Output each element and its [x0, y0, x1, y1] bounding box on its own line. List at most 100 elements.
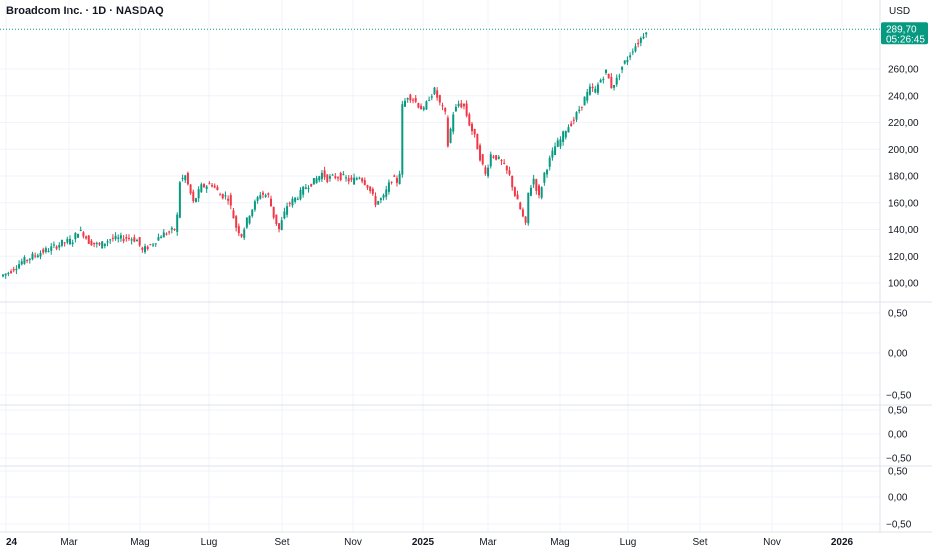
y-tick-label: 120,00 — [888, 252, 919, 263]
candle-body — [74, 233, 77, 240]
candle-body — [176, 214, 179, 232]
pane-tick-label: 0,00 — [888, 349, 908, 360]
candle-body — [192, 191, 195, 202]
candle-body — [626, 59, 629, 63]
candle-body — [278, 223, 281, 230]
candle-body — [540, 187, 543, 198]
candle-body — [170, 227, 173, 230]
candle-body — [28, 258, 31, 260]
candle-body — [377, 201, 380, 205]
candle-body — [288, 202, 291, 204]
pane-tick-label: 0,00 — [888, 430, 908, 441]
candle-body — [401, 104, 404, 175]
candle-body — [101, 241, 104, 249]
candle-body — [452, 114, 455, 132]
candle-body — [572, 119, 575, 121]
candle-body — [291, 198, 294, 206]
candle-body — [444, 107, 447, 112]
candle-body — [602, 78, 605, 81]
candle-body — [623, 60, 626, 64]
candle-body — [420, 105, 423, 110]
candle-body — [18, 264, 21, 269]
candle-body — [484, 167, 487, 174]
candle-body — [58, 244, 61, 248]
candle-body — [414, 98, 417, 102]
x-tick-label: Lug — [620, 537, 637, 548]
candle-body — [168, 231, 171, 233]
candle-body — [548, 157, 551, 167]
candle-body — [315, 178, 318, 184]
candle-body — [538, 185, 540, 196]
candle-body — [253, 201, 256, 210]
candle-body — [422, 107, 425, 110]
candle-body — [95, 242, 98, 244]
candle-body — [342, 174, 345, 176]
candle-body — [323, 170, 326, 178]
candle-body — [570, 123, 573, 126]
candle-body — [369, 186, 372, 192]
candle-body — [69, 238, 71, 245]
candle-body — [82, 232, 85, 237]
y-tick-label: 200,00 — [888, 145, 919, 156]
candle-body — [417, 103, 420, 108]
candle-body — [312, 178, 315, 185]
grid-lines — [0, 0, 880, 532]
candle-body — [583, 96, 586, 106]
candle-body — [141, 247, 144, 250]
candle-body — [307, 188, 310, 190]
candle-body — [275, 214, 278, 225]
pane-tick-label: −0,50 — [886, 391, 912, 402]
candle-body — [629, 55, 632, 58]
candle-body — [98, 243, 101, 245]
candle-body — [205, 186, 208, 190]
pane-tick-label: 0,50 — [888, 406, 908, 417]
candle-body — [259, 195, 262, 199]
candle-body — [621, 66, 624, 70]
candle-body — [138, 237, 141, 246]
x-tick-label: Set — [692, 537, 707, 548]
candle-body — [90, 240, 93, 246]
candle-body — [382, 194, 385, 198]
candle-body — [379, 198, 382, 201]
candle-body — [503, 162, 506, 164]
y-tick-label: 140,00 — [888, 225, 919, 236]
candle-body — [50, 246, 53, 251]
candle-body — [505, 165, 508, 171]
candle-body — [473, 128, 476, 135]
candle-body — [26, 259, 29, 261]
candle-body — [350, 177, 353, 180]
candle-body — [10, 271, 13, 273]
candle-body — [605, 69, 607, 73]
candle-body — [157, 237, 160, 241]
candle-body — [559, 139, 562, 147]
last-price-badge: 289,70 05:26:45 — [881, 22, 928, 45]
currency-label[interactable]: USD — [889, 6, 911, 17]
candle-body — [586, 91, 589, 101]
candle-body — [481, 154, 484, 165]
candle-body — [216, 187, 219, 191]
candle-body — [77, 233, 80, 238]
candle-body — [495, 155, 498, 160]
candle-body — [304, 187, 307, 189]
candle-body — [127, 237, 130, 239]
candle-body — [353, 177, 356, 185]
candle-body — [302, 186, 305, 195]
candle-body — [71, 242, 74, 245]
candle-body — [398, 173, 401, 185]
candle-body — [543, 172, 546, 183]
candle-body — [186, 172, 189, 185]
x-tick-label: 2025 — [412, 537, 435, 548]
candle-body — [272, 206, 275, 218]
candle-body — [144, 246, 147, 253]
candle-body — [562, 131, 565, 142]
candle-body — [425, 101, 428, 110]
indicator-panes: 0,50 0,00 −0,50 0,50 0,00 −0,50 0,50 0,00 −0,50 — [0, 0, 932, 533]
candle-body — [596, 84, 599, 93]
candle-body — [318, 176, 321, 181]
candle-body — [31, 253, 34, 260]
candle-body — [358, 177, 361, 179]
candle-body — [267, 193, 270, 195]
candle-body — [229, 195, 232, 206]
x-tick-label: Nov — [763, 537, 781, 548]
